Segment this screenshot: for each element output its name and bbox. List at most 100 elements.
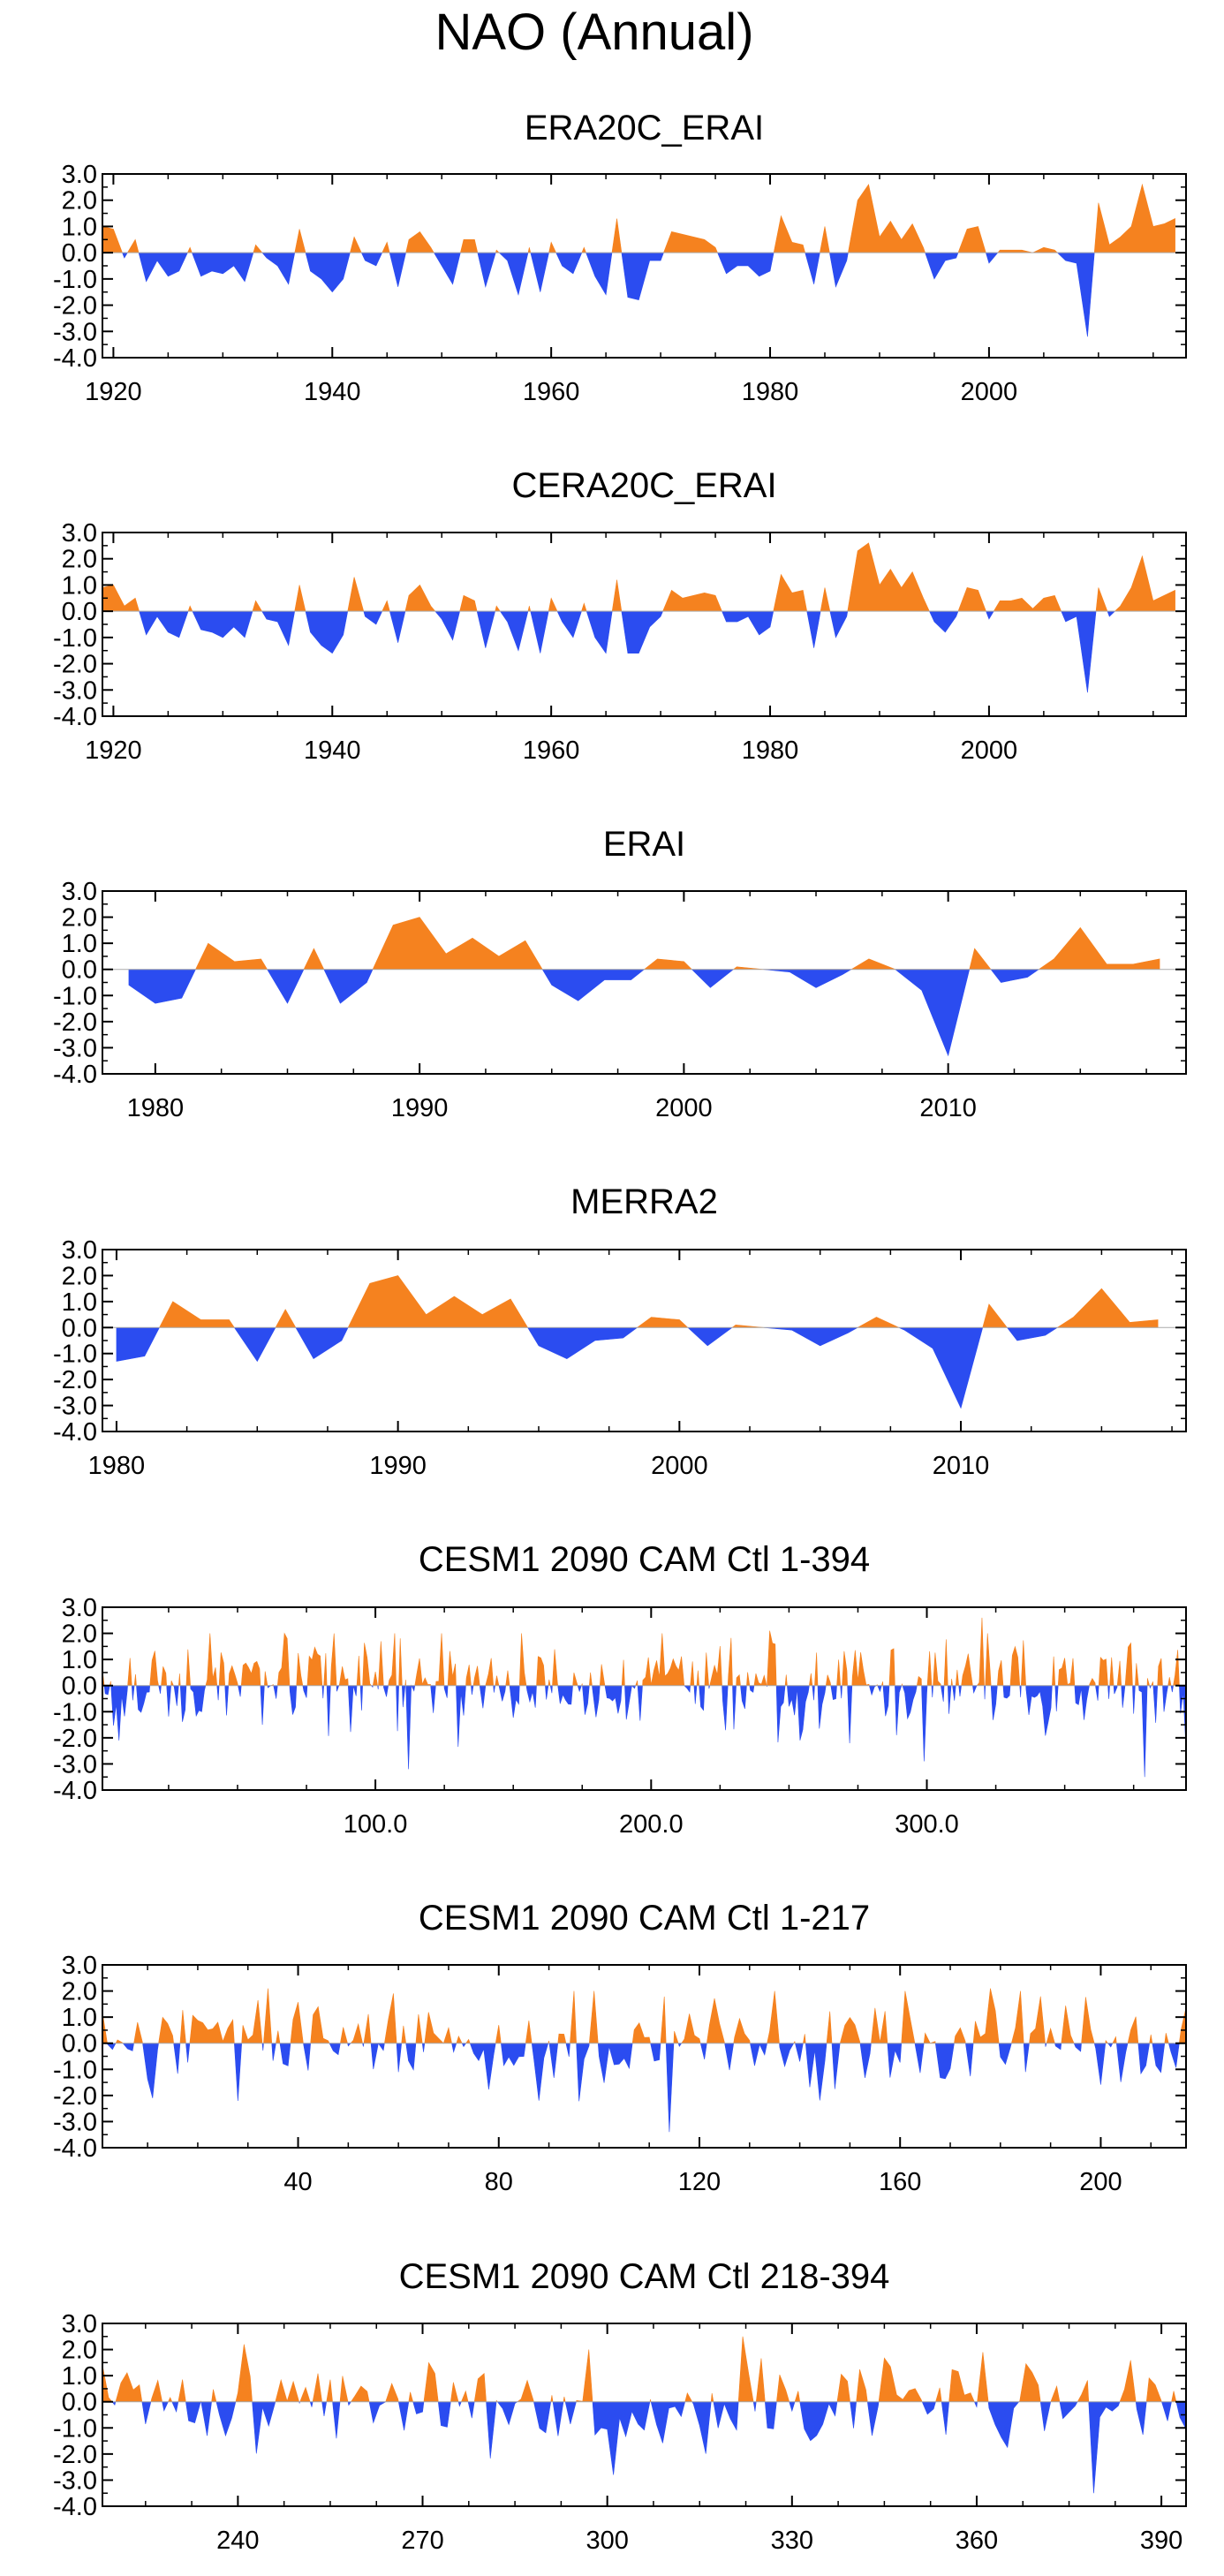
negative-area-4-5 [166, 1685, 171, 1717]
y-tick-label: -2.0 [53, 1725, 97, 1753]
positive-area-1-14 [773, 573, 808, 612]
positive-area-5-36 [826, 2011, 833, 2044]
series-fill [102, 183, 1175, 337]
negative-area-4-15 [289, 1685, 298, 1715]
negative-area-3-5 [763, 1326, 859, 1347]
y-tick-label: -2.0 [53, 292, 97, 321]
negative-area-4-81 [1074, 1685, 1090, 1720]
y-tick-label: 2.0 [62, 1978, 97, 2006]
negative-area-4-10 [224, 1685, 230, 1716]
positive-area-0-17 [848, 184, 926, 253]
x-tick-label: 120 [678, 2168, 721, 2196]
positive-area-6-8 [275, 2378, 300, 2403]
positive-area-0-1 [126, 238, 140, 253]
negative-area-4-24 [383, 1685, 389, 1697]
positive-area-5-22 [525, 2020, 533, 2044]
positive-area-4-20 [338, 1666, 349, 1687]
positive-area-4-27 [404, 1680, 406, 1687]
positive-area-6-6 [211, 2389, 217, 2403]
positive-area-5-14 [384, 1993, 397, 2044]
negative-area-4-35 [498, 1685, 507, 1702]
negative-area-4-25 [396, 1685, 399, 1732]
negative-area-5-19 [461, 2043, 467, 2048]
y-tick-label: 2.0 [62, 1262, 97, 1290]
positive-area-0-6 [382, 241, 390, 253]
positive-area-0-4 [294, 229, 306, 253]
negative-area-5-21 [500, 2043, 526, 2066]
y-tick-label: 3.0 [62, 161, 97, 189]
positive-area-6-22 [550, 2395, 554, 2403]
negative-area-6-12 [347, 2401, 352, 2406]
positive-area-4-90 [1157, 1658, 1163, 1687]
positive-area-6-15 [408, 2391, 414, 2403]
positive-area-1-17 [957, 587, 986, 612]
negative-area-6-17 [457, 2401, 462, 2407]
negative-area-4-60 [830, 1685, 837, 1701]
negative-area-5-28 [665, 2043, 675, 2133]
y-tick-label: 2.0 [62, 1620, 97, 1649]
positive-area-5-37 [839, 2017, 861, 2044]
x-tick-label: 1990 [391, 1094, 449, 1122]
negative-area-1-17 [986, 610, 994, 620]
positive-area-4-55 [753, 1673, 767, 1687]
negative-area-4-53 [740, 1685, 747, 1710]
negative-area-5-41 [965, 2043, 974, 2077]
positive-area-5-19 [456, 2035, 463, 2044]
x-tick-label: 1920 [85, 737, 142, 765]
panel-title: MERRA2 [570, 1182, 718, 1221]
positive-area-5-5 [189, 2014, 235, 2044]
negative-area-3-7 [1006, 1326, 1059, 1341]
negative-area-4-23 [377, 1685, 379, 1689]
positive-area-6-29 [755, 2358, 766, 2403]
positive-area-4-61 [836, 1659, 842, 1687]
negative-area-0-9 [498, 252, 529, 296]
positive-area-4-12 [240, 1660, 261, 1687]
y-tick-label: 0.0 [62, 239, 97, 268]
plot-frame [102, 1606, 1187, 1791]
negative-area-6-2 [162, 2401, 169, 2412]
y-tick-label: -2.0 [53, 2082, 97, 2111]
positive-area-5-31 [706, 1998, 725, 2044]
negative-area-1-12 [621, 610, 664, 653]
negative-area-4-37 [525, 1685, 537, 1708]
positive-area-4-24 [378, 1641, 384, 1687]
panel-title: CESM1 2090 CAM Ctl 1-394 [419, 1540, 870, 1579]
positive-area-4-10 [218, 1652, 226, 1687]
y-tick-label: 1.0 [62, 213, 97, 241]
negative-area-1-4 [363, 610, 383, 625]
positive-area-5-28 [660, 1996, 667, 2044]
negative-area-4-0 [103, 1685, 110, 1696]
positive-area-4-76 [985, 1633, 992, 1687]
positive-area-2-3 [643, 958, 693, 971]
positive-area-5-45 [1046, 2027, 1055, 2044]
y-tick-label: 2.0 [62, 187, 97, 215]
positive-area-4-68 [916, 1675, 922, 1687]
positive-area-6-38 [1018, 2362, 1041, 2403]
positive-area-5-3 [158, 2016, 175, 2044]
negative-area-1-13 [722, 610, 774, 636]
positive-area-1-10 [548, 597, 558, 612]
positive-area-5-43 [1010, 1991, 1024, 2044]
y-tick-label: -3.0 [53, 2108, 97, 2136]
positive-area-5-46 [1061, 2006, 1075, 2044]
negative-area-4-66 [895, 1685, 903, 1735]
negative-area-5-45 [1054, 2043, 1062, 2051]
negative-area-5-47 [1093, 2043, 1107, 2085]
positive-area-0-13 [611, 218, 623, 253]
negative-area-1-6 [434, 610, 461, 641]
x-tick-label: 2000 [961, 378, 1018, 406]
positive-area-5-47 [1081, 1997, 1095, 2044]
negative-area-5-10 [329, 2043, 341, 2056]
positive-area-4-8 [185, 1649, 191, 1687]
negative-area-5-13 [370, 2043, 385, 2070]
positive-area-1-20 [1114, 555, 1175, 612]
negative-area-6-38 [1039, 2401, 1052, 2431]
y-tick-label: -4.0 [53, 1061, 97, 1089]
positive-area-3-0 [159, 1301, 235, 1328]
positive-area-0-16 [820, 226, 830, 253]
positive-area-1-11 [581, 602, 587, 612]
negative-area-6-26 [691, 2401, 712, 2454]
negative-area-4-92 [1179, 1685, 1187, 1750]
positive-area-4-80 [1052, 1656, 1056, 1687]
negative-area-0-12 [586, 252, 613, 296]
